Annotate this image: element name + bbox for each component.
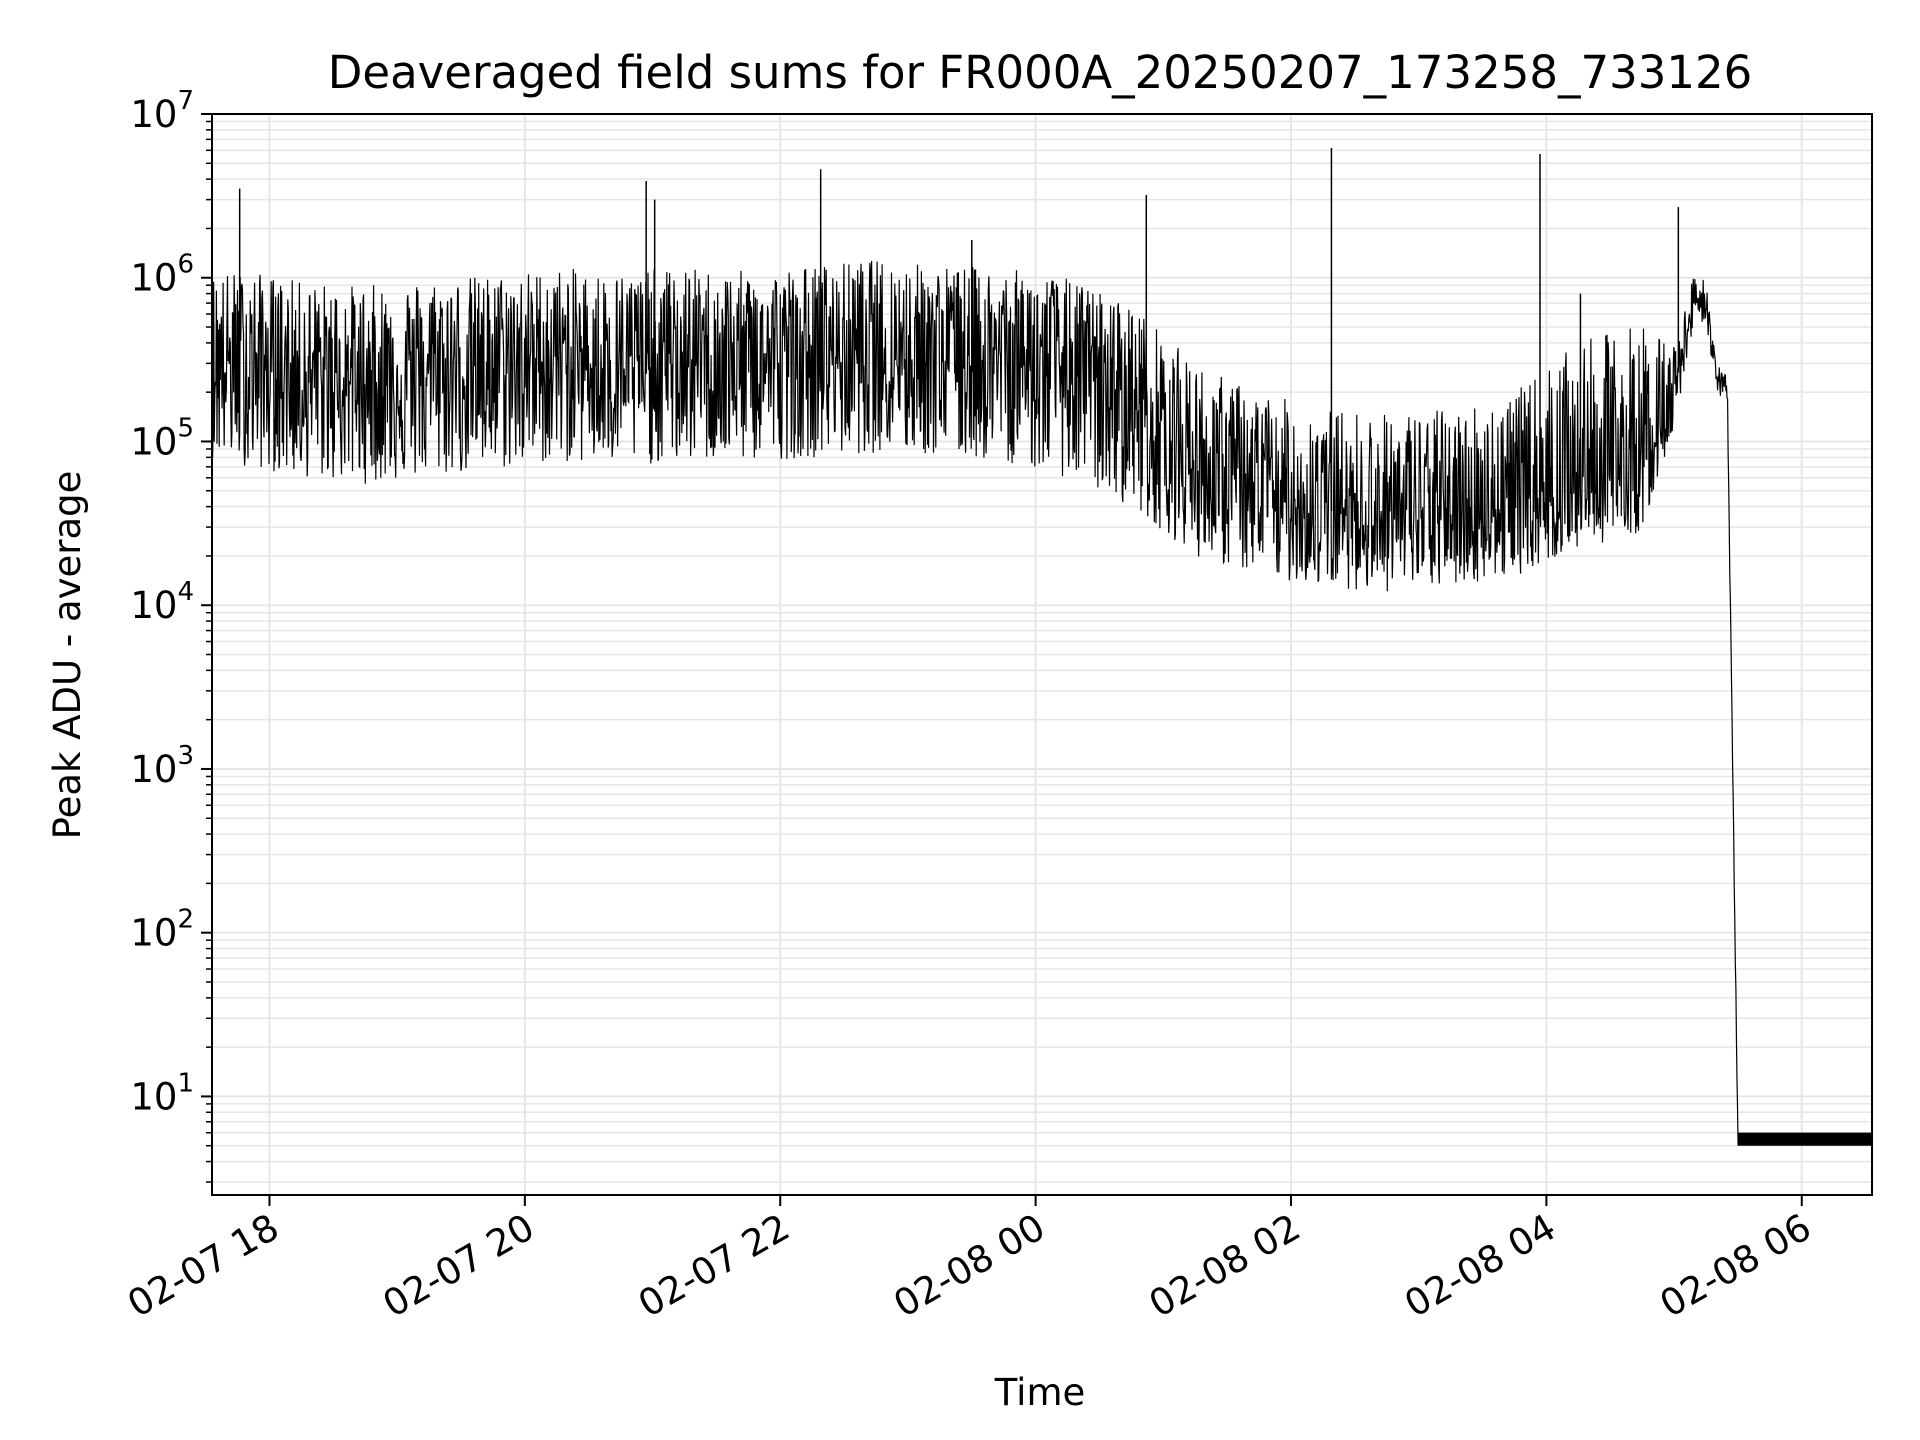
y-tick-label: 103: [130, 741, 194, 791]
y-tick-label: 106: [130, 250, 194, 300]
x-axis-label: Time: [994, 1371, 1086, 1414]
chart-title: Deaveraged field sums for FR000A_2025020…: [328, 46, 1753, 99]
y-tick-label: 102: [130, 905, 194, 955]
y-tick-label: 101: [130, 1068, 194, 1118]
data-layer: [211, 147, 1873, 1146]
y-tick-label: 107: [130, 86, 194, 136]
y-axis-label: Peak ADU - average: [46, 471, 89, 840]
y-tick-label: 104: [130, 577, 194, 627]
y-tick-label: 105: [130, 413, 194, 463]
series-line: [211, 260, 1873, 1146]
